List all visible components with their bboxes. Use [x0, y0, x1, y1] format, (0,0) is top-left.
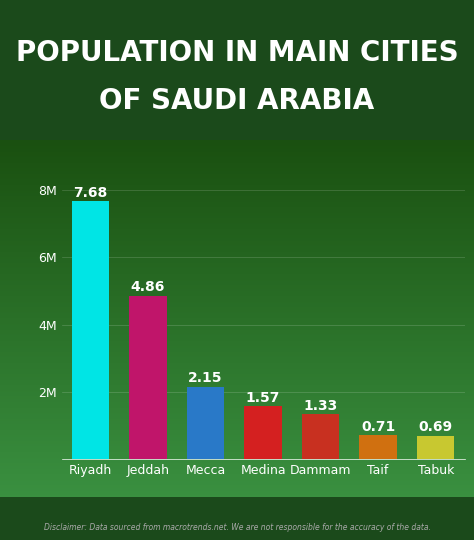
Bar: [72, 201, 109, 459]
Text: POPULATION IN MAIN CITIES: POPULATION IN MAIN CITIES: [16, 39, 458, 68]
Text: Disclaimer: Data sourced from macrotrends.net. We are not responsible for the ac: Disclaimer: Data sourced from macrotrend…: [44, 523, 430, 532]
Bar: [417, 436, 455, 459]
Text: 4.86: 4.86: [131, 280, 165, 294]
Text: OF SAUDI ARABIA: OF SAUDI ARABIA: [100, 87, 374, 115]
Text: 2.15: 2.15: [188, 372, 223, 386]
Bar: [359, 435, 397, 459]
Text: 1.57: 1.57: [246, 391, 280, 405]
Bar: [187, 387, 224, 459]
Bar: [302, 414, 339, 459]
Bar: [129, 296, 167, 459]
Text: 1.33: 1.33: [303, 399, 338, 413]
Text: 0.71: 0.71: [361, 420, 395, 434]
Bar: [245, 406, 282, 459]
Text: 7.68: 7.68: [73, 186, 108, 200]
Text: 0.69: 0.69: [419, 421, 453, 435]
